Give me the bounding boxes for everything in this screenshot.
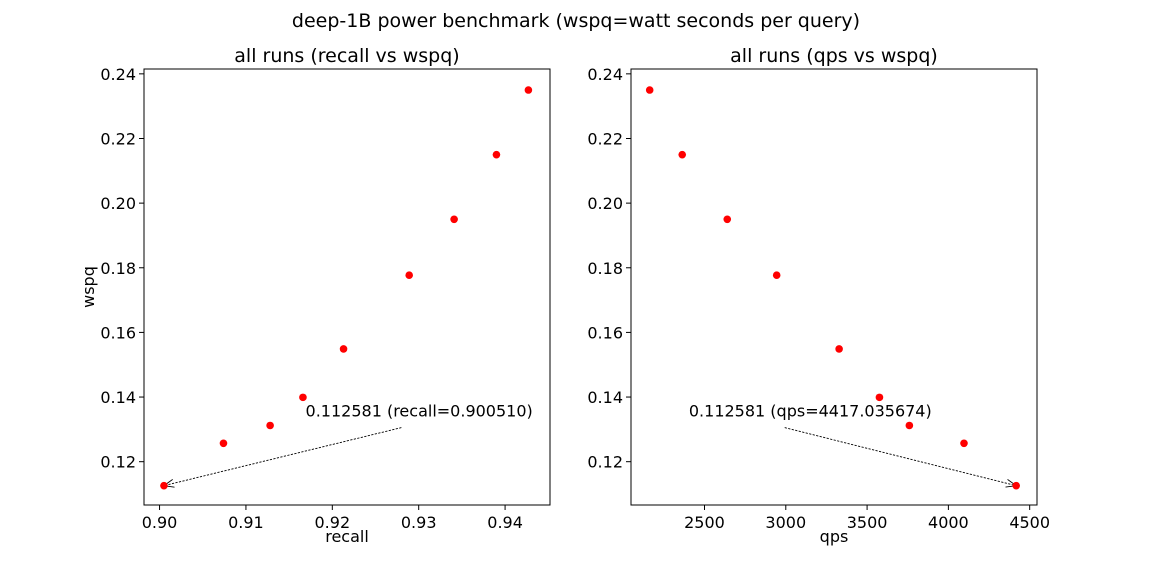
left-data-point: [492, 150, 501, 159]
right-axis-ticks: 2500 3000 3500 4000 4500 0.12 0.14 0.16 0.18 0.20…: [587, 65, 1050, 532]
left-y-tick-label: 0.12: [100, 453, 136, 472]
left-x-tick-label: 0.94: [487, 513, 523, 532]
right-data-point: [723, 215, 732, 224]
right-data-point: [1012, 481, 1020, 490]
left-data-point: [450, 215, 458, 224]
right-y-tick-label: 0.20: [587, 194, 623, 213]
left-y-tick-label: 0.16: [100, 323, 136, 342]
left-y-tick-label: 0.14: [100, 388, 136, 407]
right-data-point: [835, 345, 843, 353]
left-annotation: 0.112581 (recall=0.900510): [164, 402, 533, 486]
left-axis-ticks: 0.90 0.91 0.92 0.93 0.94 0.12 0.14 0.16 0.18 0.20…: [100, 65, 523, 532]
right-plot-frame: [630, 68, 1038, 506]
right-scatter-panel: all runs (qps vs wspq) qps 2500 3000 3500 4…: [587, 45, 1050, 546]
left-x-axis-label: recall: [325, 527, 369, 546]
right-x-tick-label: 4500: [1009, 513, 1050, 532]
left-plot-frame: [143, 68, 551, 506]
right-y-tick-label: 0.22: [587, 129, 623, 148]
right-annotation-arrow: [784, 427, 1016, 486]
right-y-tick-label: 0.24: [587, 65, 623, 84]
right-data-points: [645, 86, 1020, 490]
right-panel-title: all runs (qps vs wspq): [730, 45, 938, 67]
left-data-point: [219, 439, 228, 448]
right-x-tick-label: 2500: [684, 513, 725, 532]
left-y-tick-label: 0.22: [100, 129, 136, 148]
right-data-point: [678, 150, 687, 159]
left-x-tick-label: 0.90: [142, 513, 178, 532]
right-data-point: [905, 421, 914, 430]
left-x-tick-label: 0.91: [228, 513, 264, 532]
left-y-tick-label: 0.24: [100, 65, 136, 84]
left-annotation-text: 0.112581 (recall=0.900510): [306, 402, 533, 421]
left-y-tick-label: 0.18: [100, 259, 136, 278]
left-data-point: [160, 481, 168, 490]
left-y-tick-label: 0.20: [100, 194, 136, 213]
left-panel-title: all runs (recall vs wspq): [234, 45, 459, 67]
right-x-tick-label: 3000: [765, 513, 806, 532]
right-data-point: [645, 86, 654, 94]
left-x-tick-label: 0.92: [315, 513, 351, 532]
left-annotation-arrow: [164, 427, 402, 486]
right-x-tick-label: 4000: [928, 513, 969, 532]
left-data-points: [160, 86, 533, 490]
left-data-point: [339, 345, 348, 353]
left-data-point: [299, 393, 307, 402]
left-data-point: [405, 271, 413, 280]
left-scatter-panel: all runs (recall vs wspq) recall wspq 0.…: [79, 45, 551, 546]
right-x-axis-label: qps: [820, 527, 849, 546]
figure-suptitle: deep-1B power benchmark (wspq=watt secon…: [292, 10, 860, 32]
right-y-tick-label: 0.14: [587, 388, 623, 407]
right-annotation-text: 0.112581 (qps=4417.035674): [689, 402, 932, 421]
right-data-point: [772, 271, 781, 280]
left-data-point: [266, 421, 274, 430]
left-data-point: [524, 86, 533, 94]
right-x-tick-label: 3500: [847, 513, 888, 532]
right-y-tick-label: 0.12: [587, 453, 623, 472]
left-y-axis-label: wspq: [79, 266, 98, 308]
left-x-tick-label: 0.93: [401, 513, 437, 532]
right-data-point: [960, 439, 968, 448]
right-y-tick-label: 0.16: [587, 323, 623, 342]
right-y-tick-label: 0.18: [587, 259, 623, 278]
right-data-point: [875, 393, 884, 402]
right-annotation: 0.112581 (qps=4417.035674): [689, 402, 1016, 486]
